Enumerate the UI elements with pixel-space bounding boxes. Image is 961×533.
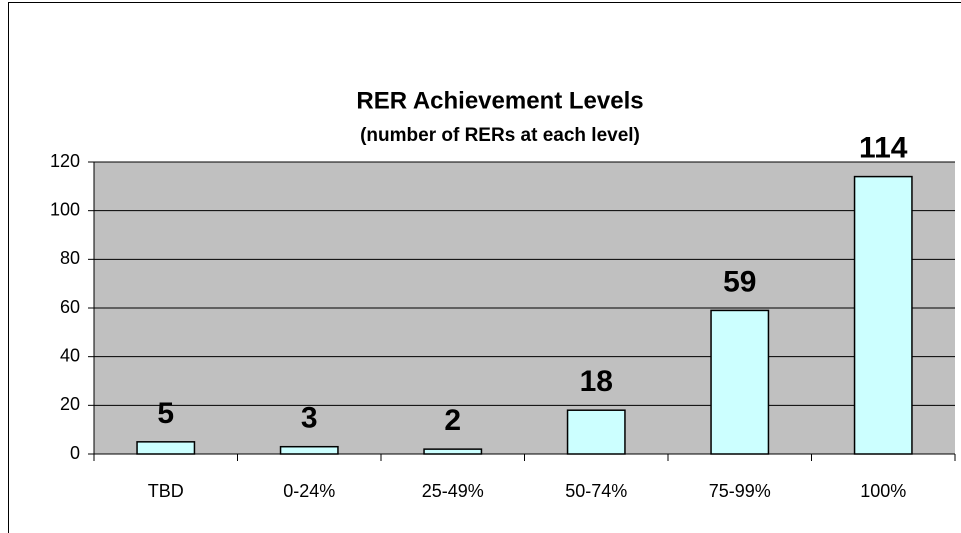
bar (566, 409, 626, 455)
y-tick-label: 120 (50, 151, 80, 171)
x-tick-label: 100% (860, 481, 906, 501)
y-tick-label: 40 (60, 345, 80, 365)
x-tick-label: 25-49% (422, 481, 484, 501)
y-tick-label: 100 (50, 199, 80, 219)
bar (423, 448, 483, 455)
y-tick-label: 60 (60, 297, 80, 317)
y-tick-label: 0 (70, 443, 80, 463)
data-label: 2 (444, 404, 461, 437)
x-tick-label: TBD (148, 481, 184, 501)
bar (136, 441, 196, 455)
bar (853, 175, 913, 455)
data-label: 114 (859, 132, 908, 165)
chart-subtitle: (number of RERs at each level) (360, 125, 640, 146)
data-label: 59 (723, 265, 756, 298)
bar (710, 309, 770, 455)
y-tick-label: 20 (60, 394, 80, 414)
data-label: 3 (301, 402, 318, 435)
data-label: 5 (157, 397, 174, 430)
x-tick-label: 75-99% (709, 481, 771, 501)
bar (279, 445, 339, 455)
y-tick-label: 80 (60, 248, 80, 268)
data-label: 18 (580, 365, 613, 398)
x-tick-label: 50-74% (565, 481, 627, 501)
x-tick-label: 0-24% (283, 481, 335, 501)
chart-title: RER Achievement Levels (356, 87, 643, 114)
